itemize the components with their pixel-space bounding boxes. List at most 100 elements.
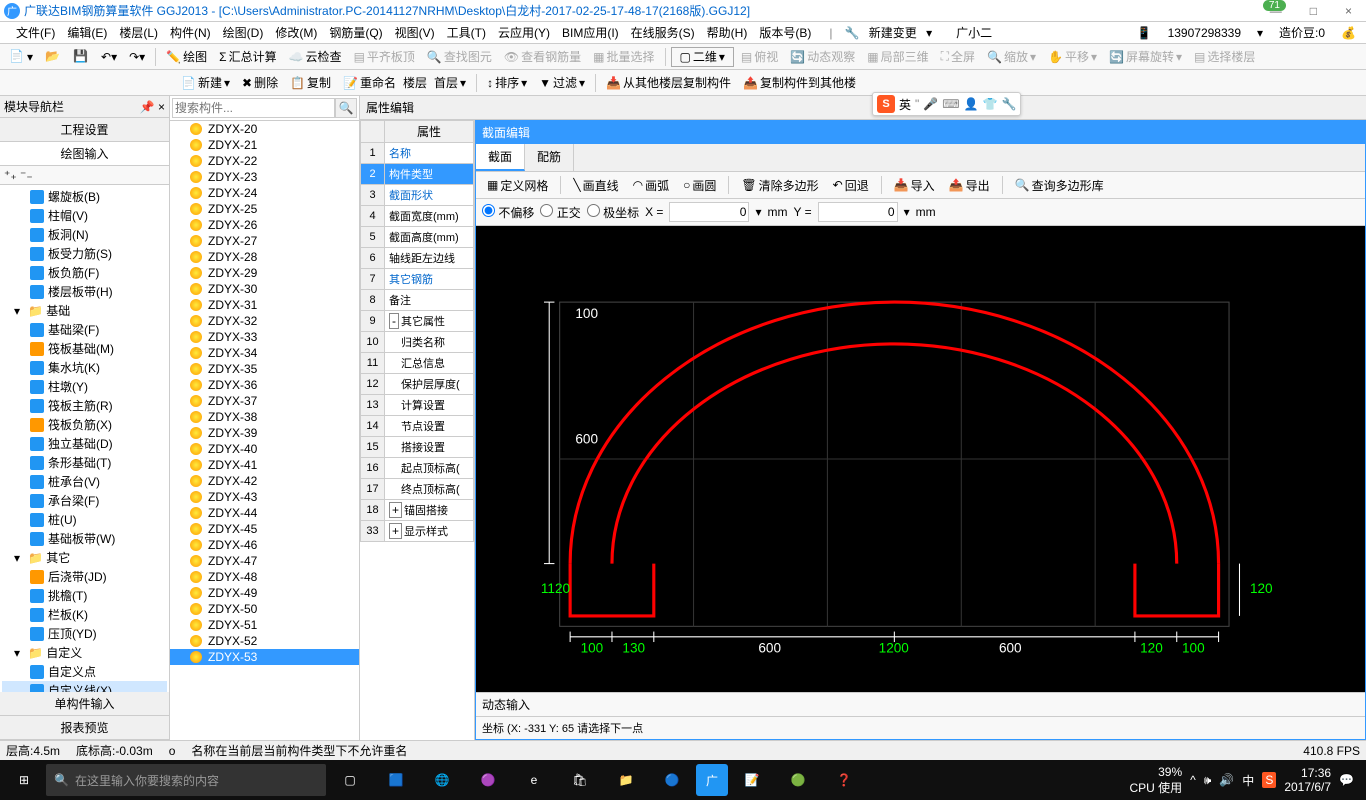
member-ZDYX-34[interactable]: ZDYX-34 [170, 345, 359, 361]
member-ZDYX-39[interactable]: ZDYX-39 [170, 425, 359, 441]
expand-icon[interactable]: ⁺₊ [4, 168, 17, 182]
tb-store[interactable]: 🛍 [558, 760, 602, 800]
draw-line-button[interactable]: ╲ 画直线 [568, 175, 623, 195]
menu-版本号(B)[interactable]: 版本号(B) [753, 26, 817, 40]
redo-button[interactable]: ↷▾ [124, 47, 150, 67]
prop-row-1[interactable]: 1名称 [361, 143, 474, 164]
tree-自定义[interactable]: ▾📁 自定义 [2, 643, 167, 662]
start-button[interactable]: ⊞ [4, 760, 44, 800]
tb-app2[interactable]: 🌐 [420, 760, 464, 800]
save-button[interactable]: 💾 [68, 47, 94, 67]
member-ZDYX-44[interactable]: ZDYX-44 [170, 505, 359, 521]
tb-app3[interactable]: 🟣 [466, 760, 510, 800]
prop-row-8[interactable]: 8备注 [361, 290, 474, 311]
find-view-button[interactable]: 🔍查找图元 [422, 47, 497, 67]
tree-柱墩(Y)[interactable]: 柱墩(Y) [2, 377, 167, 396]
ime-user-icon[interactable]: 👤 [964, 97, 979, 111]
tree-基础[interactable]: ▾📁 基础 [2, 301, 167, 320]
tab-rebar[interactable]: 配筋 [525, 144, 574, 171]
prop-row-7[interactable]: 7其它钢筋 [361, 269, 474, 290]
menu-视图(V)[interactable]: 视图(V) [389, 26, 441, 40]
user-name[interactable]: 广小二 [950, 24, 998, 41]
property-table[interactable]: 属性 1名称2构件类型3截面形状4截面宽度(mm)5截面高度(mm)6轴线距左边… [360, 120, 475, 740]
view-steel-button[interactable]: 👁查看钢筋量 [499, 47, 586, 67]
new-change-menu[interactable]: 🔧 新建变更 ▾ [838, 24, 938, 41]
tree-自定义线(X)[interactable]: 自定义线(X) [2, 681, 167, 692]
ortho-radio[interactable]: 正交 [540, 204, 580, 221]
member-ZDYX-45[interactable]: ZDYX-45 [170, 521, 359, 537]
tree-桩(U)[interactable]: 桩(U) [2, 510, 167, 529]
member-ZDYX-23[interactable]: ZDYX-23 [170, 169, 359, 185]
polar-radio[interactable]: 极坐标 [587, 204, 639, 221]
no-offset-radio[interactable]: 不偏移 [482, 204, 534, 221]
copy-from-button[interactable]: 📥从其他楼层复制构件 [601, 73, 736, 93]
tray-vol-icon[interactable]: 🔊 [1219, 773, 1234, 787]
ime-skin-icon[interactable]: 👕 [983, 97, 998, 111]
member-ZDYX-27[interactable]: ZDYX-27 [170, 233, 359, 249]
x-input[interactable] [669, 202, 749, 222]
prop-row-4[interactable]: 4截面宽度(mm) [361, 206, 474, 227]
clock[interactable]: 17:362017/6/7 [1284, 766, 1331, 794]
batch-sel-button[interactable]: ▦ 批量选择 [588, 47, 659, 67]
menu-云应用(Y)[interactable]: 云应用(Y) [492, 26, 556, 40]
member-ZDYX-36[interactable]: ZDYX-36 [170, 377, 359, 393]
copy-member-button[interactable]: 📋复制 [285, 73, 336, 93]
tree-独立基础(D)[interactable]: 独立基础(D) [2, 434, 167, 453]
prop-row-3[interactable]: 3截面形状 [361, 185, 474, 206]
import-button[interactable]: 📥 导入 [889, 175, 940, 195]
tree-挑檐(T)[interactable]: 挑檐(T) [2, 586, 167, 605]
prop-row-33[interactable]: 33+显示样式 [361, 521, 474, 542]
ime-settings-icon[interactable]: 🔧 [1001, 97, 1016, 111]
tree-楼层板带(H)[interactable]: 楼层板带(H) [2, 282, 167, 301]
member-ZDYX-40[interactable]: ZDYX-40 [170, 441, 359, 457]
taskbar-search[interactable]: 🔍 在这里输入你要搜索的内容 [46, 764, 326, 796]
prop-row-13[interactable]: 13计算设置 [361, 395, 474, 416]
fullscreen-button[interactable]: ⛶ 全屏 [936, 47, 980, 67]
tree-压顶(YD)[interactable]: 压顶(YD) [2, 624, 167, 643]
prop-row-5[interactable]: 5截面高度(mm) [361, 227, 474, 248]
new-file-button[interactable]: 📄▾ [4, 47, 38, 67]
project-settings-tab[interactable]: 工程设置 [0, 118, 169, 142]
menu-BIM应用(I)[interactable]: BIM应用(I) [556, 26, 625, 40]
member-ZDYX-20[interactable]: ZDYX-20 [170, 121, 359, 137]
view2d-select[interactable]: ▢ 二维 ▾ [671, 47, 734, 67]
member-ZDYX-33[interactable]: ZDYX-33 [170, 329, 359, 345]
coin-icon[interactable]: 💰 [1335, 26, 1362, 40]
tray-sogou[interactable]: S [1262, 772, 1276, 788]
member-ZDYX-42[interactable]: ZDYX-42 [170, 473, 359, 489]
menu-钢筋量(Q)[interactable]: 钢筋量(Q) [323, 26, 388, 40]
member-ZDYX-26[interactable]: ZDYX-26 [170, 217, 359, 233]
undo-poly-button[interactable]: ↶ 回退 [828, 175, 874, 195]
sort-button[interactable]: ↕排序▾ [482, 73, 532, 93]
menu-帮助(H)[interactable]: 帮助(H) [701, 26, 754, 40]
member-ZDYX-35[interactable]: ZDYX-35 [170, 361, 359, 377]
tb-app5[interactable]: 📝 [730, 760, 774, 800]
sum-button[interactable]: Σ 汇总计算 [214, 47, 281, 67]
tree-后浇带(JD)[interactable]: 后浇带(JD) [2, 567, 167, 586]
collapse-icon[interactable]: ⁻₋ [20, 168, 33, 182]
member-ZDYX-46[interactable]: ZDYX-46 [170, 537, 359, 553]
cpu-meter[interactable]: 39%CPU 使用 [1129, 765, 1182, 796]
ime-lang[interactable]: 英 [899, 96, 911, 113]
prop-row-9[interactable]: 9-其它属性 [361, 311, 474, 332]
update-badge[interactable]: 71 [1263, 0, 1286, 11]
tree-桩承台(V)[interactable]: 桩承台(V) [2, 472, 167, 491]
prop-row-17[interactable]: 17终点顶标高( [361, 479, 474, 500]
member-ZDYX-49[interactable]: ZDYX-49 [170, 585, 359, 601]
member-ZDYX-37[interactable]: ZDYX-37 [170, 393, 359, 409]
tree-筏板主筋(R)[interactable]: 筏板主筋(R) [2, 396, 167, 415]
menu-工具(T)[interactable]: 工具(T) [441, 26, 492, 40]
prop-row-2[interactable]: 2构件类型 [361, 164, 474, 185]
tray-net-icon[interactable]: 🕪 [1204, 773, 1212, 788]
tb-app7[interactable]: ❓ [822, 760, 866, 800]
maximize-button[interactable]: □ [1300, 4, 1327, 18]
tree-其它[interactable]: ▾📁 其它 [2, 548, 167, 567]
query-lib-button[interactable]: 🔍 查询多边形库 [1010, 175, 1109, 195]
member-ZDYX-48[interactable]: ZDYX-48 [170, 569, 359, 585]
pan-button[interactable]: ✋平移▾ [1043, 47, 1102, 67]
copy-to-button[interactable]: 📤复制构件到其他楼 [738, 73, 861, 93]
report-tab[interactable]: 报表预览 [0, 716, 169, 740]
sel-floor-button[interactable]: ▤ 选择楼层 [1189, 47, 1260, 67]
tree-筏板负筋(X)[interactable]: 筏板负筋(X) [2, 415, 167, 434]
y-input[interactable] [818, 202, 898, 222]
